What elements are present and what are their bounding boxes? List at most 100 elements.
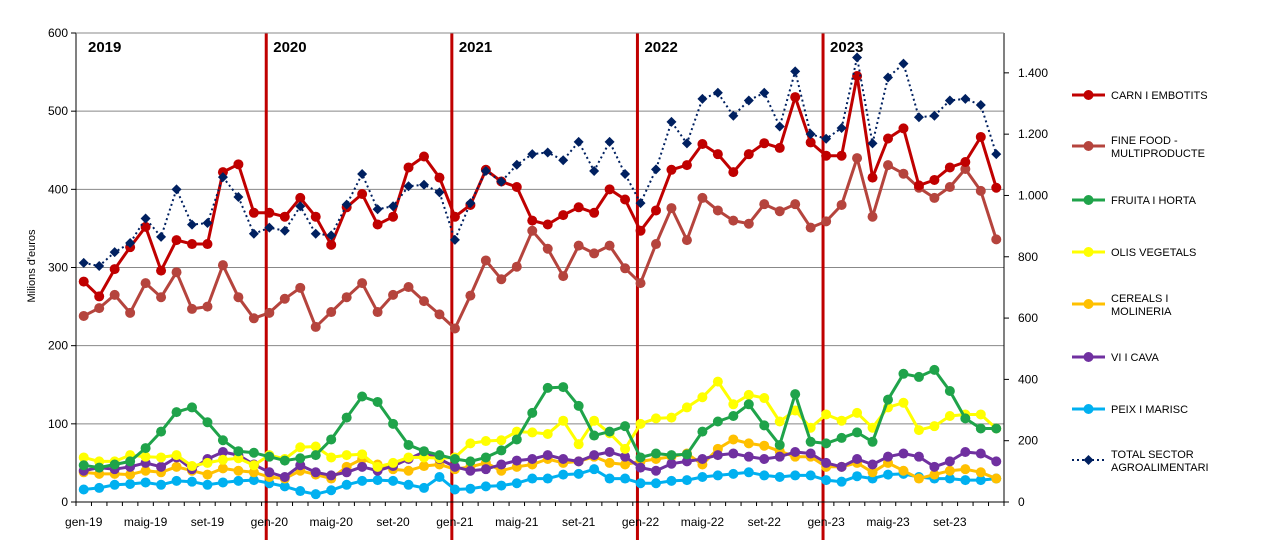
legend-marker [1083,247,1094,257]
data-point [867,138,878,149]
data-point [496,445,507,456]
data-point [991,456,1002,467]
data-point [867,467,878,478]
legend-marker [1083,299,1094,309]
data-point [821,438,832,449]
data-point [310,211,321,222]
data-point [759,393,770,404]
data-point [666,116,677,127]
data-point [759,87,770,98]
data-point [712,450,723,461]
data-point [372,219,383,230]
data-point [202,239,213,250]
data-point [372,307,383,318]
data-point [867,459,878,470]
data-point [573,456,584,467]
data-point [527,149,538,160]
data-point [465,465,476,476]
data-point [357,461,368,472]
data-point [883,469,893,480]
data-point [140,221,151,232]
data-point [558,210,569,221]
data-point [666,164,677,175]
data-point [248,467,259,478]
data-point [712,205,723,216]
data-point [975,448,986,459]
data-point [728,215,739,226]
data-point [821,475,832,486]
data-point [326,434,337,445]
series-line [83,56,998,267]
data-point [465,198,476,209]
data-point [109,459,120,470]
data-point [852,153,863,164]
data-point [511,159,522,170]
data-point [217,446,228,457]
data-point [991,234,1002,245]
legend-marker [1083,195,1094,205]
data-point [666,475,677,486]
data-point [620,421,631,432]
data-point [341,412,352,423]
data-point [372,396,383,407]
data-point [171,475,182,486]
data-point [883,160,893,171]
data-point [279,471,290,482]
data-point [449,484,460,495]
data-point [295,486,306,497]
x-tick-label: maig-19 [124,515,168,529]
data-point [326,452,337,463]
data-point [681,475,692,486]
data-point [604,446,615,457]
data-point [357,189,368,200]
data-point [944,456,955,467]
data-point [975,185,986,196]
series-0 [78,70,1002,302]
data-point [635,478,646,489]
y-right-tick-label: 0 [1018,495,1025,509]
data-point [728,468,739,479]
data-point [852,471,863,482]
data-point [589,415,600,426]
data-point [743,218,754,229]
data-point [527,473,538,484]
data-point [681,235,692,246]
data-point [681,449,692,460]
data-point [867,436,878,447]
data-point [790,66,801,77]
data-point [960,464,971,475]
data-point [171,184,182,195]
data-point [140,451,151,462]
data-point [295,192,306,203]
data-point [929,461,940,472]
legend-label: TOTAL SECTOR AGROALIMENTARI [1111,449,1209,474]
x-tick-label: maig-21 [495,515,539,529]
data-point [388,211,399,222]
gridlines [76,32,1004,425]
data-point [975,409,986,420]
data-point [975,475,986,486]
x-tick-label: gen-22 [622,515,660,529]
data-point [109,264,120,275]
data-point [156,461,167,472]
data-point [774,439,785,450]
data-point [156,452,167,463]
legend-marker [1083,141,1094,151]
data-point [589,430,600,441]
y-right-tick-label: 200 [1018,434,1038,448]
data-point [651,478,661,489]
data-point [883,451,893,462]
y-right-tick-label: 1.200 [1018,127,1048,141]
data-point [419,296,429,307]
data-point [171,235,182,246]
data-point [295,453,306,464]
data-point [790,92,801,103]
data-point [589,165,600,176]
data-point [898,465,909,476]
year-label: 2021 [459,39,492,56]
data-point [620,459,631,470]
data-point [836,461,847,472]
data-point [403,282,414,293]
data-point [573,202,584,213]
data-point [357,449,368,460]
